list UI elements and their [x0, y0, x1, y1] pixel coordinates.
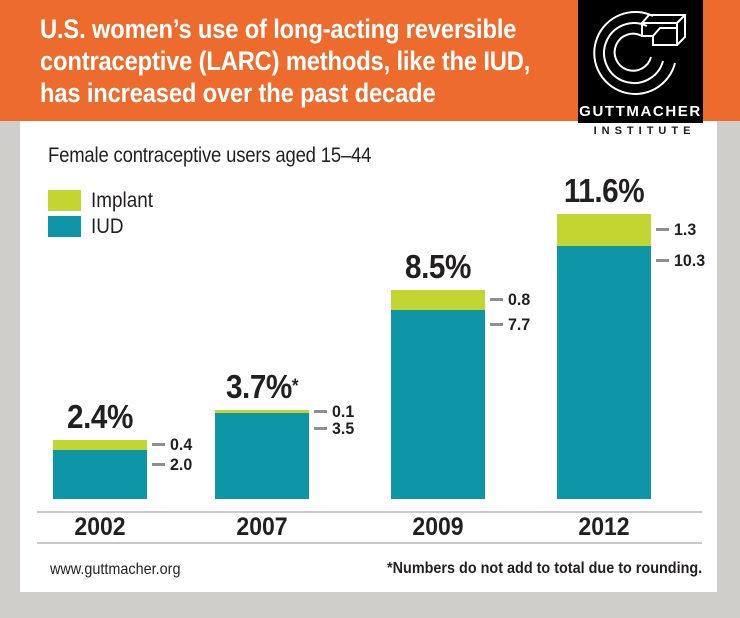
iud-value-label: 2.0 — [152, 455, 194, 474]
bar-group-2009: 8.5% 0.8 7.7 2009 — [391, 0, 530, 541]
iud-value-label: 10.3 — [656, 251, 707, 270]
iud-swatch-icon — [48, 216, 81, 237]
x-axis-label: 2012 — [578, 513, 630, 541]
x-axis-label: 2002 — [74, 513, 126, 541]
tick-dash-icon — [490, 323, 503, 327]
implant-value-label: 0.4 — [152, 435, 194, 454]
iud-value-label: 7.7 — [490, 315, 532, 334]
legend-label-iud: IUD — [91, 214, 124, 238]
x-axis-label: 2009 — [412, 513, 464, 541]
implant-value-label: 0.1 — [314, 402, 356, 421]
tick-dash-icon — [656, 259, 669, 263]
legend-item-implant: Implant — [48, 188, 160, 212]
implant-value-label: 1.3 — [656, 220, 698, 239]
total-label: 3.7%* — [225, 368, 299, 406]
chart-subtitle: Female contraceptive users aged 15–44 — [48, 144, 372, 167]
iud-bar-segment — [53, 449, 147, 499]
footnote-asterisk: * — [291, 376, 299, 398]
tick-dash-icon — [656, 228, 669, 232]
axis-line-top — [37, 511, 702, 513]
x-axis-label: 2007 — [236, 513, 288, 541]
iud-bar-segment — [557, 245, 651, 499]
bar-group-2012: 11.6% 1.3 10.3 2012 — [557, 0, 705, 541]
footer-url: www.guttmacher.org — [50, 561, 181, 578]
footer-footnote: *Numbers do not add to total due to roun… — [386, 560, 702, 577]
legend-item-iud: IUD — [48, 214, 127, 238]
logo-wordmark: GUTTMACHER — [579, 103, 702, 120]
implant-value-label: 0.8 — [490, 290, 532, 309]
total-label: 2.4% — [67, 397, 133, 435]
iud-bar-segment — [215, 412, 309, 499]
tick-dash-icon — [152, 463, 165, 467]
tick-dash-icon — [490, 298, 503, 302]
page-title: U.S. women’s use of long-acting reversib… — [40, 14, 531, 108]
tick-dash-icon — [314, 410, 327, 414]
iud-bar-segment — [391, 309, 485, 499]
total-label: 8.5% — [405, 247, 471, 285]
iud-value-label: 3.5 — [314, 419, 356, 438]
bar-group-2007: 3.7%* 0.1 3.5 2007 — [215, 0, 354, 541]
bar-group-2002: 2.4% 0.4 2.0 2002 — [53, 0, 192, 541]
implant-swatch-icon — [48, 190, 81, 211]
guttmacher-logo: GUTTMACHER — [578, 0, 703, 123]
tick-dash-icon — [314, 427, 327, 431]
implant-bar-segment — [391, 289, 485, 310]
total-label: 11.6% — [563, 171, 645, 209]
legend-label-implant: Implant — [91, 188, 153, 212]
axis-line-bottom — [37, 542, 702, 544]
logo-institute-label: INSTITUTE — [593, 125, 696, 137]
implant-bar-segment — [53, 439, 147, 450]
implant-bar-segment — [557, 213, 651, 246]
guttmacher-g-icon — [593, 11, 686, 95]
implant-bar-segment — [215, 410, 309, 413]
tick-dash-icon — [152, 443, 165, 447]
